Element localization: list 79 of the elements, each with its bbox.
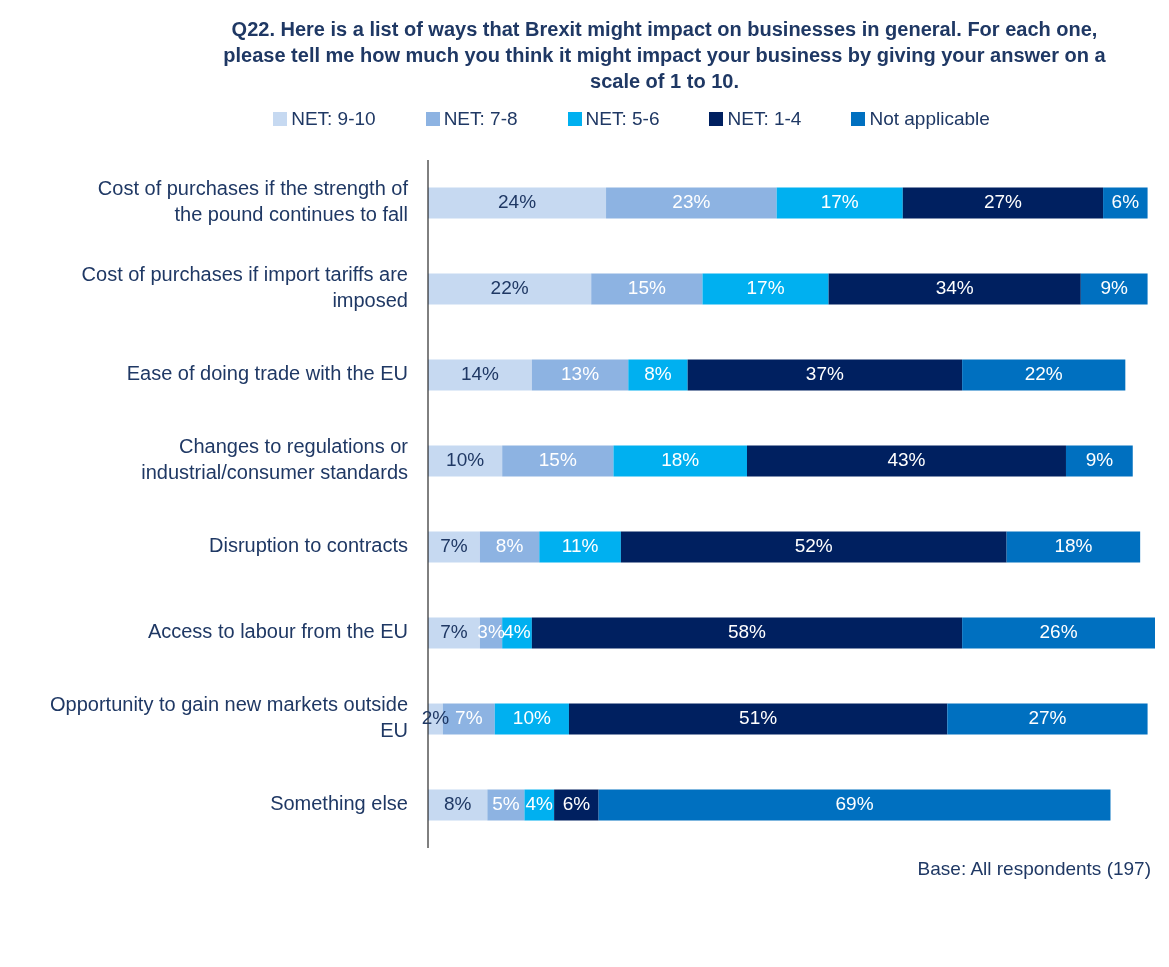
bar — [591, 273, 703, 305]
legend-label: Not applicable — [868, 108, 990, 130]
data-label: 7% — [455, 707, 483, 729]
data-label: 6% — [1111, 191, 1140, 213]
bar — [628, 359, 688, 391]
data-label: 27% — [1028, 707, 1067, 729]
bar — [1065, 445, 1133, 477]
data-label: 34% — [935, 277, 974, 299]
bar — [776, 187, 903, 219]
y-tick-label: Cost of purchases if import tariffs are imposed — [81, 263, 408, 312]
data-label: 4% — [525, 793, 554, 815]
legend-label: NET: 7-8 — [442, 108, 518, 130]
data-label: 8% — [495, 535, 524, 557]
bar — [598, 789, 1111, 821]
data-label: 8% — [644, 363, 672, 385]
data-label: 11% — [561, 535, 599, 557]
bar — [428, 187, 607, 219]
data-label: 15% — [538, 449, 577, 471]
bar — [568, 703, 948, 735]
bar — [1006, 531, 1141, 563]
bar — [613, 445, 747, 477]
y-tick-label: Disruption to contracts — [209, 534, 408, 557]
data-label: 9% — [1085, 449, 1114, 471]
bar — [539, 531, 621, 563]
bar — [902, 187, 1104, 219]
data-label: 5% — [492, 793, 520, 815]
text: Base: All respondents (197) — [916, 858, 1152, 880]
data-label: 13% — [561, 363, 600, 385]
data-label: 18% — [1054, 535, 1093, 557]
y-tick-label: Opportunity to gain new markets outside EU — [50, 693, 408, 742]
data-label: 43% — [887, 449, 926, 471]
bar — [428, 273, 592, 305]
bar — [947, 703, 1148, 735]
data-label: 69% — [835, 793, 874, 815]
bar — [746, 445, 1066, 477]
data-label: 17% — [746, 277, 785, 299]
bar — [828, 273, 1081, 305]
data-label: 51% — [739, 707, 778, 729]
bar — [531, 359, 629, 391]
y-tick-label: Access to labour from the EU — [147, 620, 408, 643]
chart-title: Q22. Here is a list of ways that Brexit might impact on businesses in general. For each one, please tell me how much you think it might impact your business by giving your answer on a scale of 1 to 10. — [222, 17, 1107, 94]
data-label: 18% — [661, 449, 700, 471]
legend-label: NET: 9-10 — [290, 108, 376, 130]
bar — [620, 531, 1007, 563]
data-label: 23% — [672, 191, 711, 213]
y-tick-label: Changes to regulations or industrial/consumer standards — [141, 435, 409, 484]
bar — [502, 445, 614, 477]
y-tick-label: Ease of doing trade with the EU — [126, 362, 408, 385]
legend-label: NET: 5-6 — [584, 108, 660, 130]
bar — [687, 359, 963, 391]
data-label: 24% — [498, 191, 537, 213]
legend-label: NET: 1-4 — [726, 108, 802, 130]
data-label: 15% — [627, 277, 666, 299]
data-label: 58% — [727, 621, 767, 643]
data-label: 7% — [440, 535, 468, 557]
data-label: 22% — [490, 277, 529, 299]
y-tick-label: Cost of purchases if the strength of the pound continues to fall — [97, 177, 409, 226]
data-label: 14% — [460, 363, 500, 385]
data-label: 7% — [440, 621, 468, 643]
bar — [1080, 273, 1148, 305]
data-label: 26% — [1039, 621, 1078, 643]
data-label: 10% — [446, 449, 485, 471]
data-label: 8% — [443, 793, 472, 815]
bar — [606, 187, 777, 219]
bar — [962, 359, 1126, 391]
data-label: 52% — [794, 535, 833, 557]
y-tick-label: Something else — [270, 792, 408, 815]
bar — [531, 617, 963, 649]
data-label: 37% — [805, 363, 844, 385]
data-label: 10% — [512, 707, 551, 729]
data-label: 22% — [1024, 363, 1063, 385]
bar — [428, 359, 532, 391]
bar — [702, 273, 829, 305]
data-label: 27% — [983, 191, 1023, 213]
data-label: 4% — [503, 621, 531, 643]
data-label: 9% — [1100, 277, 1129, 299]
data-label: 17% — [820, 191, 859, 213]
bar — [962, 617, 1155, 649]
data-label: 6% — [562, 793, 591, 815]
